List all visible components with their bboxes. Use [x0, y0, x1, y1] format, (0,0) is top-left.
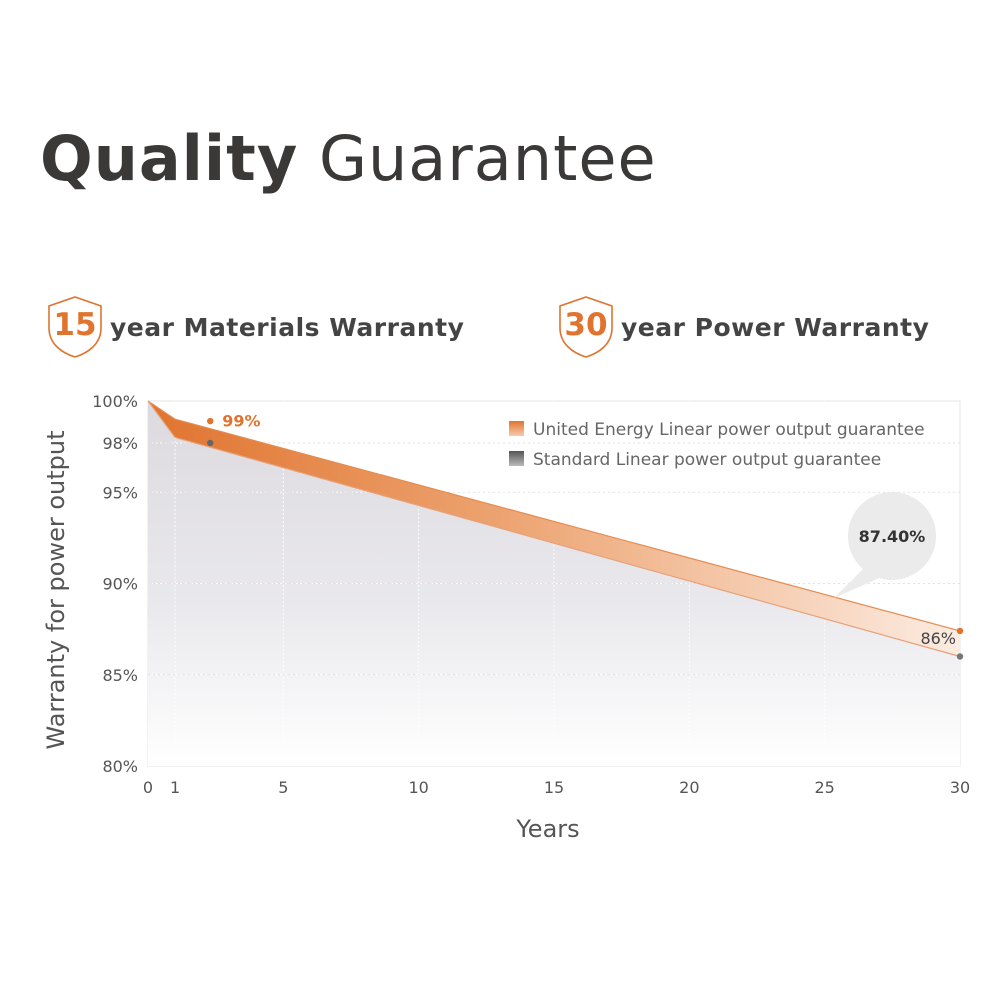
- y-tick-label: 98%: [102, 434, 138, 453]
- y-tick-label: 95%: [102, 483, 138, 502]
- standard-end-marker: [956, 653, 964, 660]
- materials-warranty: 15 year Materials Warranty: [44, 294, 464, 360]
- y-tick-label: 85%: [102, 666, 138, 685]
- power-warranty-text: year Power Warranty: [621, 312, 930, 342]
- y-tick-label: 80%: [102, 757, 138, 776]
- x-tick-label: 1: [170, 778, 180, 797]
- y-axis-title: Warranty for power output: [42, 431, 70, 750]
- label-87-40: 87.40%: [859, 527, 926, 546]
- shield-icon: 30: [555, 294, 617, 360]
- x-tick-label: 10: [408, 778, 428, 797]
- legend-label-standard: Standard Linear power output guarantee: [533, 450, 881, 470]
- y-tick-label: 90%: [102, 575, 138, 594]
- x-axis-title: Years: [515, 815, 579, 843]
- legend-label-united-energy: United Energy Linear power output guaran…: [533, 420, 925, 440]
- power-years: 30: [564, 307, 608, 343]
- page-title: Quality Guarantee: [40, 128, 657, 190]
- x-tick-label: 15: [544, 778, 564, 797]
- title-light: Guarantee: [318, 122, 657, 195]
- y-tick-label: 100%: [92, 392, 138, 411]
- united-energy-marker: [207, 417, 214, 425]
- label-99: 99%: [222, 412, 260, 431]
- legend-swatch-united-energy: [509, 421, 524, 436]
- x-tick-label: 25: [814, 778, 834, 797]
- bubble-tail: [834, 568, 884, 598]
- united-energy-band: [148, 401, 960, 657]
- x-tick-label: 20: [679, 778, 699, 797]
- bubble: [848, 492, 936, 580]
- title-bold: Quality: [40, 122, 299, 195]
- x-tick-label: 30: [950, 778, 970, 797]
- x-tick-label: 5: [278, 778, 288, 797]
- united-energy-end-marker: [956, 627, 964, 635]
- power-warranty: 30 year Power Warranty: [555, 294, 929, 360]
- materials-warranty-text: year Materials Warranty: [110, 312, 465, 342]
- legend-swatch-standard: [509, 451, 524, 466]
- label-86: 86%: [920, 629, 956, 648]
- materials-years: 15: [53, 307, 97, 343]
- shield-icon: 15: [44, 294, 106, 360]
- standard-line: [147, 400, 961, 658]
- x-tick-label: 0: [143, 778, 153, 797]
- united-energy-line: [147, 400, 961, 632]
- standard-marker: [207, 439, 214, 447]
